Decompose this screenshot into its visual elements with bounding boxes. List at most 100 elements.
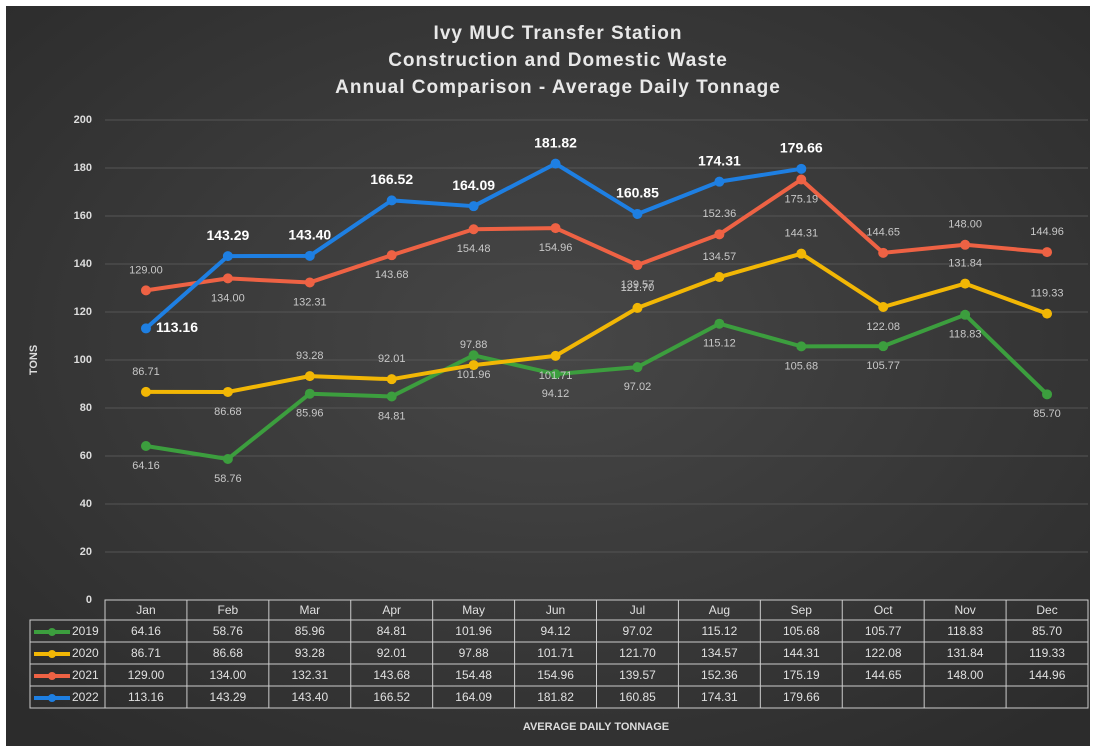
- data-label: 101.71: [539, 370, 573, 382]
- y-tick-label: 100: [74, 354, 92, 366]
- data-label: 164.09: [452, 177, 495, 193]
- x-tick-label: Sep: [791, 603, 813, 617]
- data-label: 113.16: [156, 319, 198, 335]
- x-tick-label: Aug: [709, 603, 730, 617]
- x-tick-label: May: [462, 603, 485, 617]
- table-cell: 143.40: [291, 690, 328, 704]
- data-label: 122.08: [866, 321, 900, 333]
- legend-label: 2022: [72, 690, 99, 704]
- point: [386, 195, 397, 206]
- x-tick-label: Dec: [1036, 603, 1057, 617]
- table-cell: 64.16: [131, 624, 161, 638]
- table-cell: 139.57: [619, 668, 656, 682]
- point: [304, 277, 315, 288]
- point: [796, 174, 807, 185]
- table-cell: 85.70: [1032, 624, 1062, 638]
- table-cell: 148.00: [947, 668, 984, 682]
- point: [878, 341, 889, 352]
- table-cell: 92.01: [377, 646, 407, 660]
- chart-title: Annual Comparison - Average Daily Tonnag…: [335, 77, 781, 98]
- table-cell: 144.31: [783, 646, 820, 660]
- data-label: 92.01: [378, 353, 406, 365]
- y-tick-label: 80: [80, 402, 92, 414]
- point: [796, 163, 807, 174]
- point: [550, 158, 561, 169]
- point: [550, 369, 561, 380]
- table-cell: 131.84: [947, 646, 984, 660]
- table-cell: 154.96: [537, 668, 574, 682]
- table-cell: 132.31: [291, 668, 328, 682]
- table-cell: 101.71: [537, 646, 574, 660]
- data-label: 154.96: [539, 242, 573, 254]
- data-label: 144.65: [866, 227, 900, 239]
- point: [714, 272, 725, 283]
- point: [632, 260, 643, 271]
- x-axis-label: AVERAGE DAILY TONNAGE: [523, 721, 669, 733]
- table-cell: 119.33: [1029, 646, 1065, 660]
- point: [632, 362, 643, 373]
- table-cell: 86.68: [213, 646, 243, 660]
- table-cell: 97.02: [622, 624, 652, 638]
- data-label: 97.88: [460, 339, 488, 351]
- y-tick-label: 20: [80, 546, 92, 558]
- table-cell: 113.16: [128, 690, 164, 704]
- point: [714, 229, 725, 240]
- table-cell: 105.68: [783, 624, 820, 638]
- x-tick-label: Apr: [382, 603, 401, 617]
- table-cell: 121.70: [619, 646, 656, 660]
- data-label: 181.82: [534, 134, 577, 150]
- legend-swatch: [48, 672, 56, 680]
- data-label: 97.02: [624, 381, 652, 393]
- point: [222, 386, 233, 397]
- point: [140, 285, 151, 296]
- legend-label: 2021: [72, 668, 99, 682]
- data-label: 166.52: [370, 171, 413, 187]
- chart-title: Ivy MUC Transfer Station: [434, 23, 683, 44]
- data-label: 86.71: [132, 366, 160, 378]
- data-label: 139.57: [621, 279, 655, 291]
- table-cell: 97.88: [459, 646, 489, 660]
- point: [632, 302, 643, 313]
- data-label: 86.68: [214, 406, 242, 418]
- data-label: 154.48: [457, 243, 491, 255]
- table-cell: 143.68: [373, 668, 410, 682]
- data-label: 144.31: [784, 228, 818, 240]
- point: [960, 278, 971, 289]
- data-label: 101.96: [457, 369, 491, 381]
- table-cell: 144.96: [1029, 668, 1066, 682]
- table-cell: 166.52: [373, 690, 410, 704]
- series-line: [145, 177, 1048, 293]
- legend-swatch: [48, 650, 56, 658]
- y-tick-label: 40: [80, 498, 92, 510]
- table-cell: 160.85: [619, 690, 656, 704]
- x-tick-label: Feb: [218, 603, 239, 617]
- point: [222, 273, 233, 284]
- data-label: 143.40: [288, 227, 331, 243]
- data-label: 134.57: [703, 251, 737, 263]
- point: [714, 318, 725, 329]
- table-cell: 154.48: [455, 668, 492, 682]
- y-tick-label: 160: [74, 210, 92, 222]
- point: [304, 250, 315, 261]
- legend-swatch: [48, 694, 56, 702]
- point: [796, 341, 807, 352]
- table-cell: 115.12: [701, 624, 737, 638]
- point: [140, 441, 151, 452]
- point: [1042, 389, 1053, 400]
- point: [304, 388, 315, 399]
- point: [960, 309, 971, 320]
- table-cell: 122.08: [865, 646, 902, 660]
- data-label: 129.00: [129, 264, 163, 276]
- point: [140, 323, 151, 334]
- legend-label: 2020: [72, 646, 99, 660]
- table-cell: 94.12: [541, 624, 571, 638]
- data-label: 175.19: [784, 193, 818, 205]
- point: [468, 201, 479, 212]
- y-axis-label: TONS: [28, 345, 40, 375]
- point: [468, 350, 479, 361]
- point: [550, 350, 561, 361]
- table-cell: 134.00: [210, 668, 247, 682]
- data-label: 143.68: [375, 269, 409, 281]
- y-tick-label: 60: [80, 450, 92, 462]
